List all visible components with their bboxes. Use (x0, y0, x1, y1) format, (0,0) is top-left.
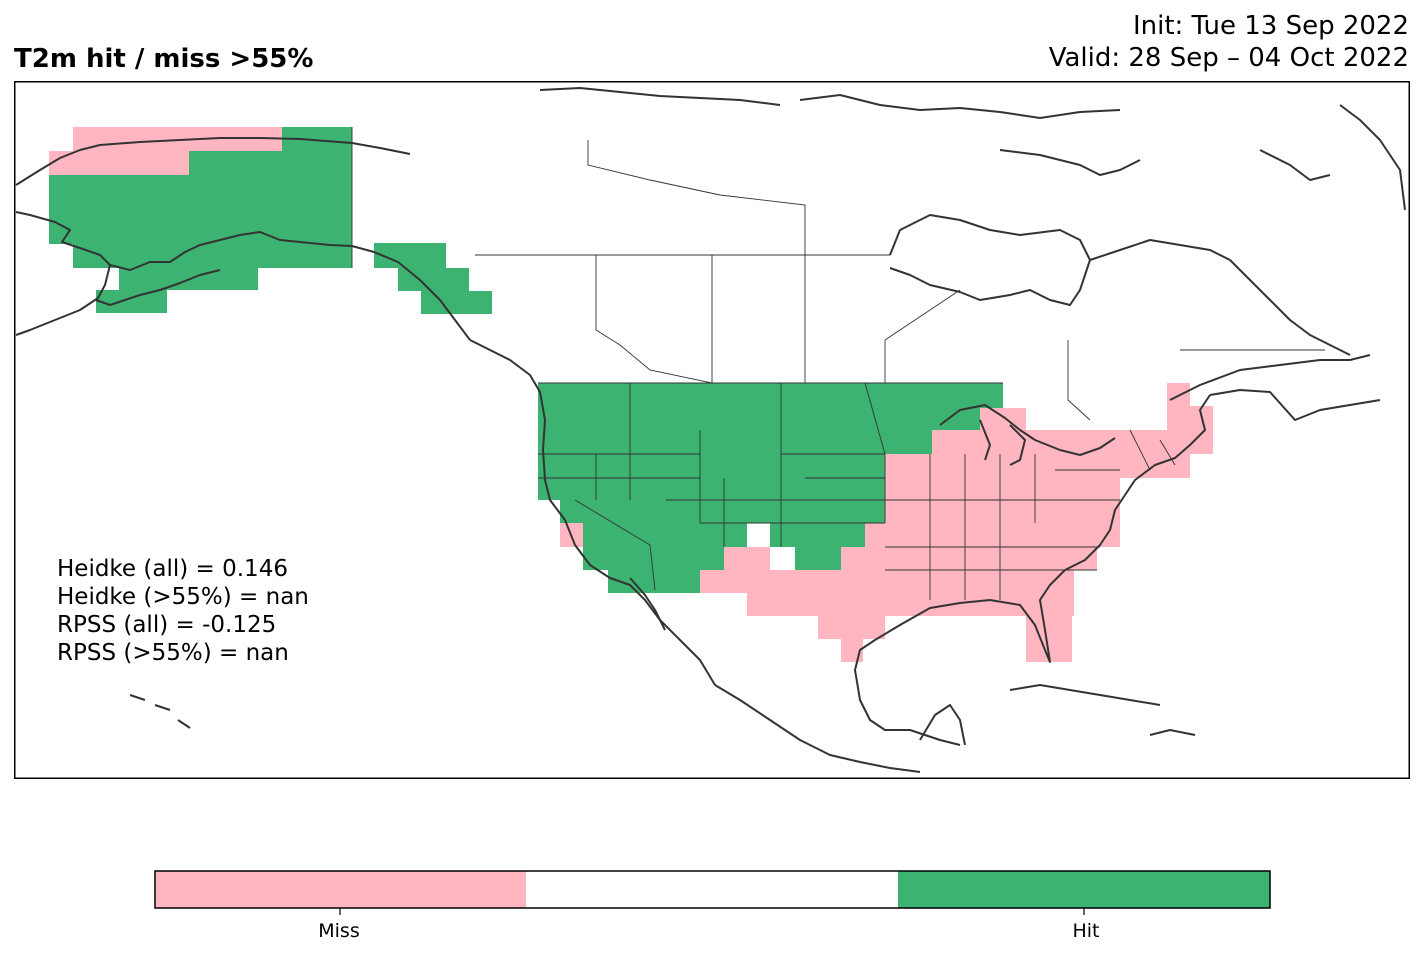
colorbar-neutral (526, 871, 898, 908)
miss-cell (818, 616, 885, 639)
colorbar-hit (898, 871, 1270, 908)
border-segment (1129, 429, 1151, 471)
coastline-segment (874, 569, 1066, 663)
valid-date: Valid: 28 Sep – 04 Oct 2022 (1048, 43, 1409, 73)
hit-cell (538, 478, 885, 500)
skill-scores: Heidke (all) = 0.146 Heidke (>55%) = nan… (57, 555, 309, 667)
init-date: Init: Tue 13 Sep 2022 (1132, 11, 1409, 41)
miss-cell (865, 523, 1120, 547)
hit-cell (73, 244, 352, 268)
hit-cell (654, 570, 700, 593)
coastline-segment (1169, 354, 1371, 401)
heidke-55: Heidke (>55%) = nan (57, 584, 309, 610)
coastline-segment (714, 684, 921, 773)
coastline-segment (1009, 684, 1161, 706)
hit-cell (560, 500, 885, 523)
miss-cell (1072, 430, 1167, 454)
miss-cell (885, 500, 1120, 523)
coastline-segment (854, 639, 961, 746)
coastline-segment (95, 269, 221, 306)
coastline-segment (1149, 729, 1196, 736)
hit-cell (49, 175, 352, 220)
hit-miss-grid (49, 127, 1213, 662)
hit-cell (421, 291, 492, 314)
hit-cell (583, 523, 747, 547)
hit-cell (795, 547, 841, 570)
border-segment (884, 289, 961, 341)
border-segment (1159, 439, 1176, 466)
coastline-segment (919, 704, 966, 746)
miss-cell (724, 547, 770, 570)
coastline-segment (1064, 394, 1211, 571)
coastline-segment (999, 149, 1141, 176)
hit-cell (770, 523, 865, 547)
hit-cell (538, 430, 932, 454)
rpss-all: RPSS (all) = -0.125 (57, 612, 277, 638)
colorbar-label-hit: Hit (1072, 920, 1100, 942)
border-segment (1067, 340, 1091, 421)
hit-cell (538, 408, 980, 430)
miss-cell (770, 593, 885, 616)
miss-cell (1167, 383, 1190, 406)
map-frame (14, 81, 1410, 779)
hit-cell (189, 151, 352, 175)
border-segment (595, 255, 713, 384)
coastline-segment (109, 231, 471, 341)
coastline-segment (1089, 239, 1351, 356)
miss-cell (885, 454, 1190, 478)
border-segment (649, 544, 656, 591)
coastline-segment (154, 704, 171, 711)
coastline-segment (1259, 149, 1331, 181)
hit-cell (398, 268, 469, 291)
hit-cell (538, 383, 1003, 408)
hit-cell (96, 290, 167, 313)
coastline-segment (539, 87, 781, 106)
miss-cell (1167, 406, 1213, 430)
coastline-segment (629, 577, 666, 631)
coastline-segment (177, 719, 191, 729)
coastline-segment (129, 694, 146, 701)
coastline-segment (799, 94, 1121, 119)
border-segment (574, 499, 651, 546)
colorbar-label-miss: Miss (318, 920, 360, 942)
map-panel (14, 81, 1410, 779)
hit-cell (583, 547, 724, 570)
heidke-all: Heidke (all) = 0.146 (57, 556, 288, 582)
hit-cell (538, 454, 885, 478)
colorbar-miss (155, 871, 526, 908)
miss-cell (841, 547, 1097, 570)
coastlines (15, 87, 1406, 773)
coastline-segment (1209, 389, 1381, 421)
miss-cell (980, 408, 1026, 430)
hit-cell (49, 220, 352, 244)
rpss-55: RPSS (>55%) = nan (57, 640, 289, 666)
coastline-segment (1339, 104, 1406, 211)
hit-cell (374, 243, 446, 268)
colorbar (154, 870, 1271, 915)
miss-cell (700, 570, 1074, 593)
state-borders (351, 127, 1325, 600)
coastline-segment (1009, 424, 1026, 466)
coastline-segment (15, 211, 111, 336)
date-info: Init: Tue 13 Sep 2022 Valid: 28 Sep – 04… (1049, 10, 1409, 74)
coastline-segment (889, 214, 1091, 306)
coastline-segment (979, 419, 991, 461)
miss-cell (885, 478, 1120, 500)
miss-cell (49, 151, 189, 175)
coastline-segment (939, 404, 1116, 456)
map-title: T2m hit / miss >55% (14, 44, 314, 74)
border-segment (587, 140, 806, 383)
